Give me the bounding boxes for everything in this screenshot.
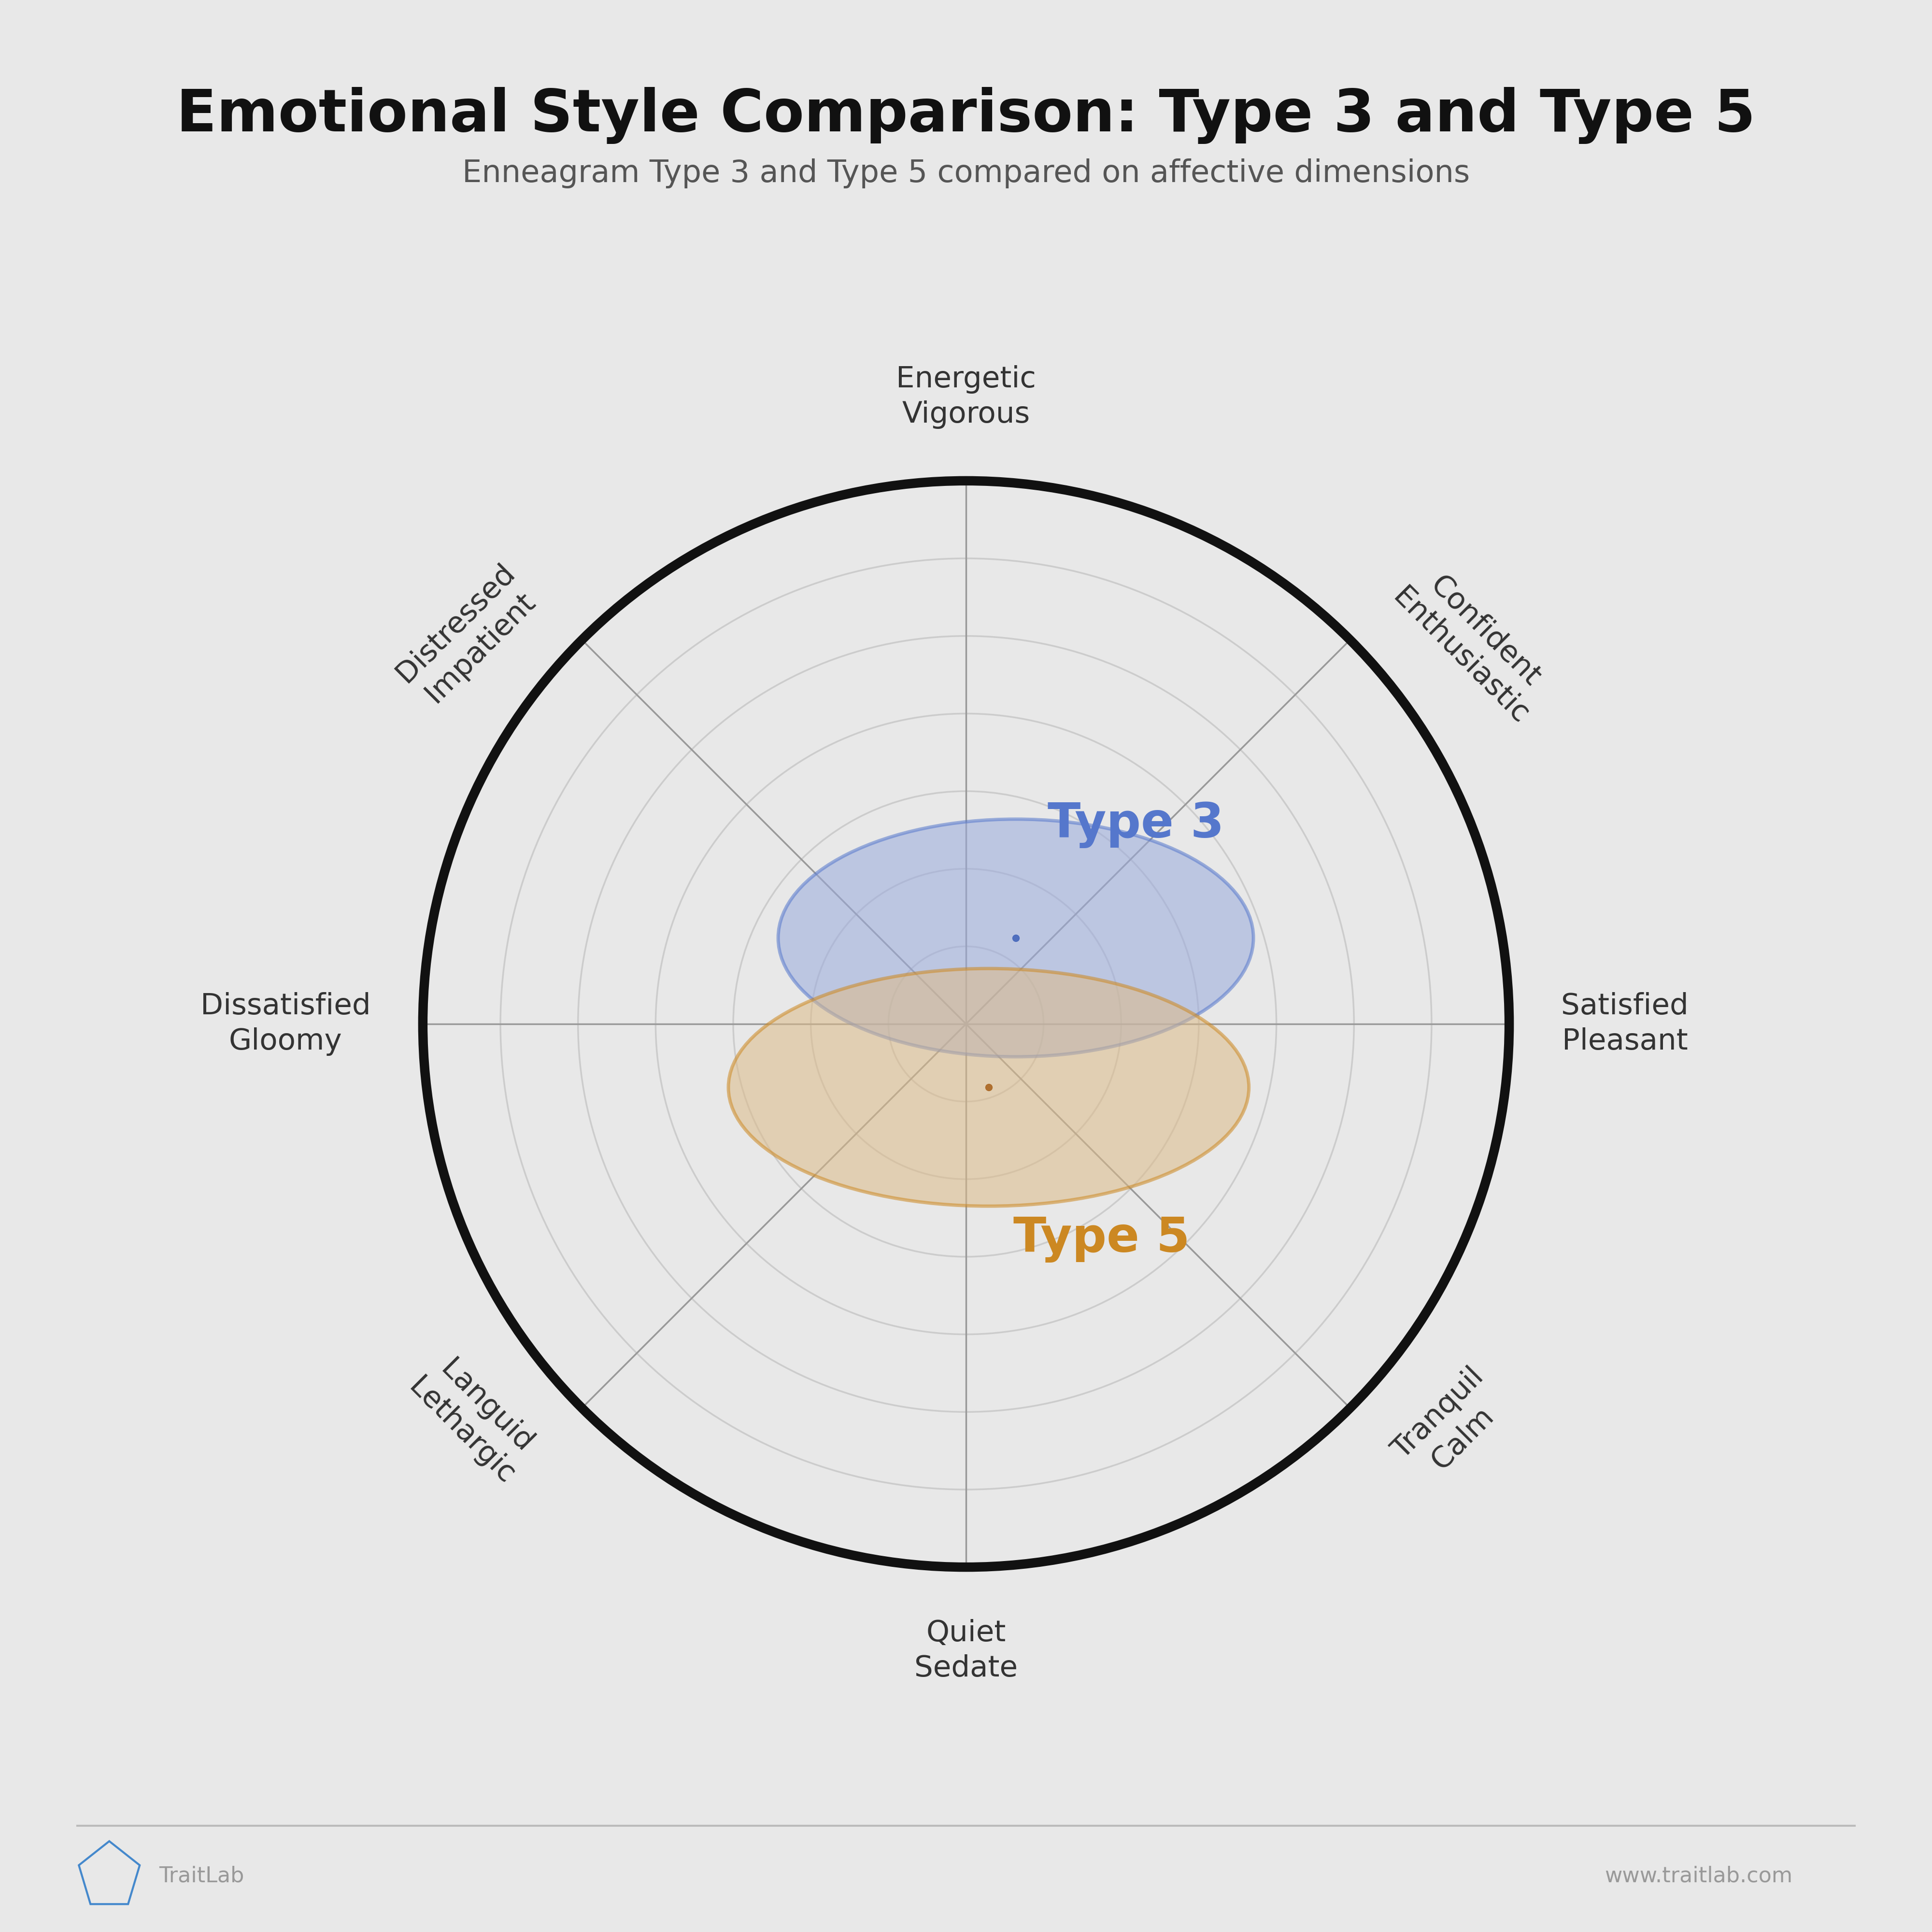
Text: Dissatisfied
Gloomy: Dissatisfied Gloomy: [201, 993, 371, 1055]
Text: Confident
Enthusiastic: Confident Enthusiastic: [1387, 558, 1559, 730]
Text: Emotional Style Comparison: Type 3 and Type 5: Emotional Style Comparison: Type 3 and T…: [176, 87, 1756, 145]
Text: Languid
Lethargic: Languid Lethargic: [404, 1349, 545, 1490]
Text: Type 3: Type 3: [1047, 802, 1225, 848]
Text: Type 5: Type 5: [1014, 1215, 1190, 1262]
Text: TraitLab: TraitLab: [158, 1866, 243, 1886]
Text: Tranquil
Calm: Tranquil Calm: [1387, 1362, 1515, 1490]
Ellipse shape: [728, 968, 1248, 1206]
Text: Distressed
Impatient: Distressed Impatient: [390, 558, 545, 713]
Ellipse shape: [779, 819, 1254, 1057]
Text: www.traitlab.com: www.traitlab.com: [1605, 1866, 1793, 1886]
Text: Satisfied
Pleasant: Satisfied Pleasant: [1561, 993, 1689, 1055]
Text: Enneagram Type 3 and Type 5 compared on affective dimensions: Enneagram Type 3 and Type 5 compared on …: [462, 158, 1470, 189]
Text: Quiet
Sedate: Quiet Sedate: [914, 1619, 1018, 1683]
Text: Energetic
Vigorous: Energetic Vigorous: [896, 365, 1036, 429]
